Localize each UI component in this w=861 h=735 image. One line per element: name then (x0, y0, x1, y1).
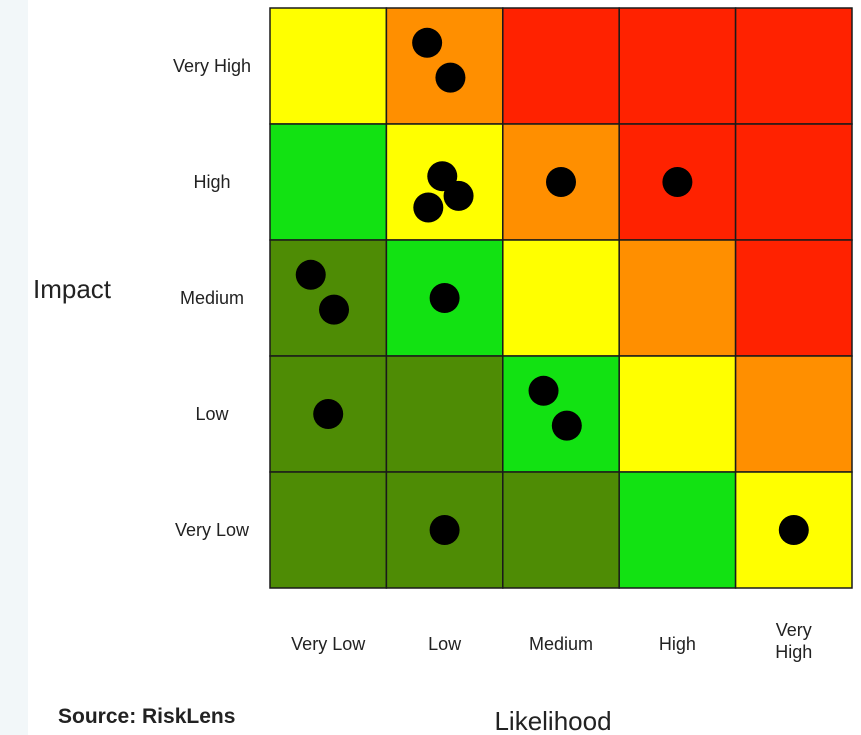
heatmap-cell-very-high-very-low (269, 7, 388, 125)
y-axis-title: Impact (33, 274, 112, 304)
risk-dot (412, 27, 443, 58)
heatmap-cell-high-very-high (734, 123, 853, 241)
heatmap-cell-very-low-high (618, 471, 737, 589)
heatmap-cell-high-very-low (269, 123, 388, 241)
x-tick-labels: Very Low Low Medium High Very High (291, 620, 812, 662)
risk-dot (429, 515, 460, 545)
risk-dot (429, 283, 460, 313)
risk-dot (427, 161, 458, 192)
risk-dot (319, 294, 350, 325)
heatmap-cell-low-very-high (734, 355, 853, 473)
heatmap-cells (269, 7, 853, 589)
x-tick-label: High (659, 634, 696, 654)
x-tick-label: Medium (529, 634, 593, 654)
risk-dot (313, 399, 344, 429)
risk-dot (413, 192, 444, 223)
y-tick-label: Low (195, 404, 229, 424)
source-label: Source: RiskLens (58, 705, 235, 728)
risk-dot (551, 410, 582, 441)
risk-dot (662, 167, 693, 197)
y-tick-label: Medium (180, 288, 244, 308)
y-tick-label: Very High (173, 56, 251, 76)
y-tick-labels: Very High High Medium Low Very Low (173, 56, 251, 540)
heatmap-cell-very-high-very-high (734, 7, 853, 125)
heatmap-cell-very-high-medium (502, 7, 620, 125)
x-tick-label: Low (428, 634, 462, 654)
heatmap-cell-very-high-high (618, 7, 737, 125)
heatmap-cell-very-low-medium (502, 471, 620, 589)
risk-dot (295, 259, 326, 290)
left-margin-strip (0, 0, 28, 735)
heatmap-cell-low-high (618, 355, 737, 473)
risk-dot (435, 62, 466, 93)
risk-dot (778, 515, 809, 545)
risk-dot (528, 375, 559, 406)
heatmap-cell-very-low-very-low (269, 471, 388, 589)
y-tick-label: High (193, 172, 230, 192)
risk-dots (295, 27, 809, 545)
x-tick-label: Very Low (291, 634, 366, 654)
heatmap-cell-medium-very-high (734, 239, 853, 357)
x-tick-label: Very High (775, 620, 812, 662)
heatmap-cell-medium-medium (502, 239, 620, 357)
y-tick-label: Very Low (175, 520, 250, 540)
x-axis-title: Likelihood (494, 706, 611, 735)
risk-dot (546, 167, 576, 197)
heatmap-cell-low-low (385, 355, 504, 473)
heatmap-cell-medium-high (618, 239, 737, 357)
risk-dot (443, 180, 474, 211)
